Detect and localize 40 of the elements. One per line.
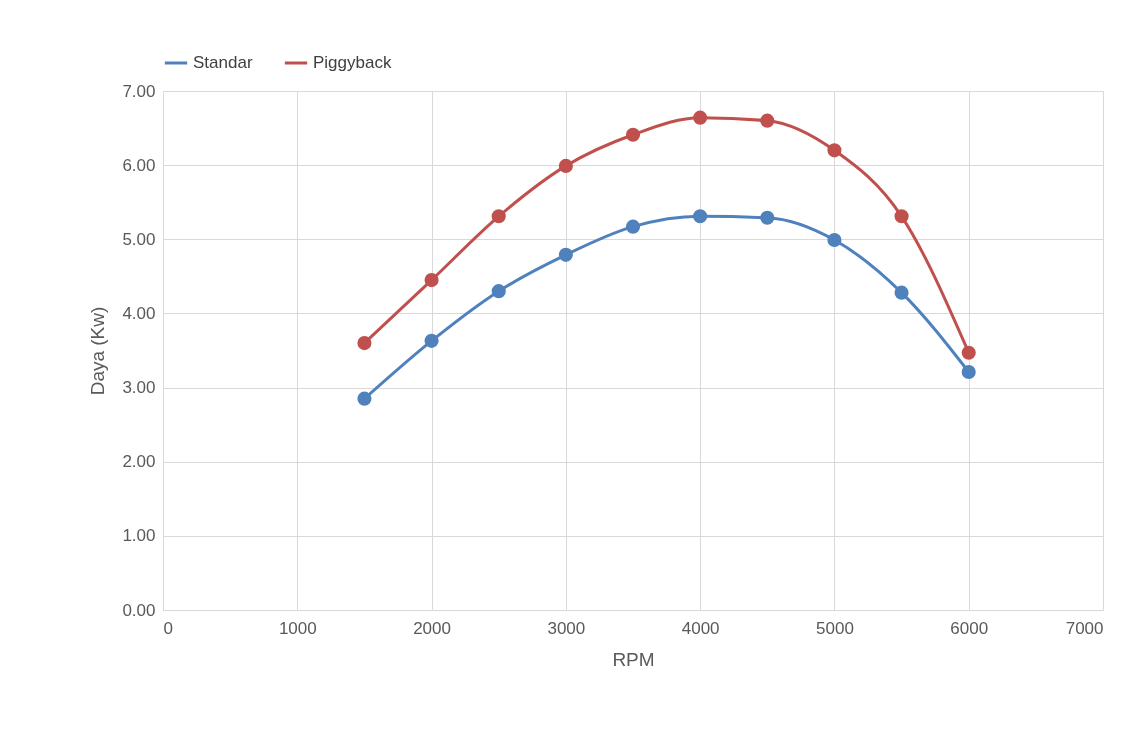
point [357, 336, 372, 351]
point [894, 209, 909, 224]
x-tick-label: 0 [163, 618, 173, 638]
point [961, 364, 976, 380]
x-tick-label: 4000 [681, 618, 720, 638]
y-tick-label: 6.00 [122, 155, 156, 175]
y-tick-label: 5.00 [122, 229, 156, 249]
legend-label: Piggyback [313, 53, 392, 72]
y-tick-label: 4.00 [122, 303, 156, 323]
point [693, 209, 708, 224]
point [894, 285, 909, 300]
y-axis-title: Daya (Kw) [87, 306, 109, 396]
y-tick-label: 3.00 [122, 378, 156, 398]
point [693, 110, 708, 125]
legend-label: Standar [193, 53, 253, 72]
y-tick-label: 2.00 [122, 452, 156, 472]
x-tick-label: 5000 [816, 618, 854, 638]
point [424, 273, 439, 288]
x-tick-label: 2000 [413, 618, 451, 638]
x-tick-label: 3000 [547, 618, 586, 638]
point [558, 247, 573, 262]
point [558, 158, 573, 173]
x-tick-label: 6000 [950, 618, 989, 638]
x-axis-title: RPM [612, 648, 655, 670]
point [760, 113, 775, 128]
y-tick-label: 7.00 [122, 81, 156, 101]
x-tick-label: 7000 [1065, 618, 1104, 638]
y-tick-label: 1.00 [122, 526, 156, 546]
point [827, 143, 842, 158]
point [961, 345, 976, 360]
point [357, 391, 372, 406]
point [491, 284, 506, 299]
point [491, 209, 506, 224]
y-tick-label: 0.00 [122, 600, 156, 620]
point [625, 127, 641, 142]
point [625, 219, 641, 234]
point [760, 210, 775, 225]
x-tick-label: 1000 [278, 618, 317, 638]
point [424, 333, 439, 348]
point [827, 232, 842, 248]
